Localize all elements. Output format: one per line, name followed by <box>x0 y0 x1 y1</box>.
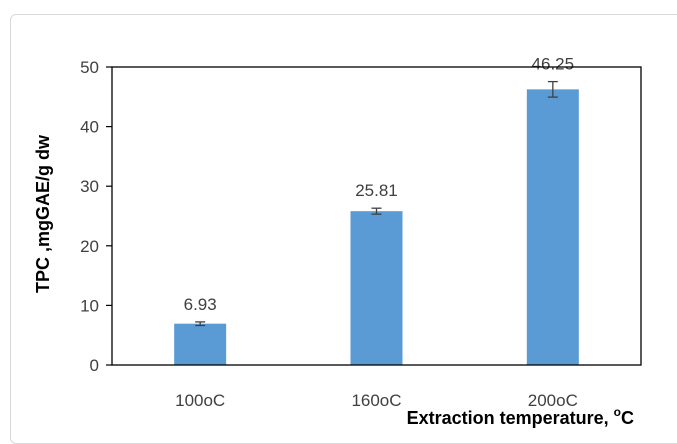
bar-chart: 6.93 25.81 46.25 0 10 20 30 40 50 100oC 160oC 200… <box>33 55 642 428</box>
y-tick-label: 0 <box>90 356 99 375</box>
x-axis-title: Extraction temperature, oC <box>407 405 634 428</box>
bar <box>350 211 403 365</box>
data-label: 46.25 <box>532 55 575 74</box>
y-tick-label: 40 <box>80 118 99 137</box>
x-category-label: 100oC <box>175 391 225 410</box>
error-bars-layer <box>195 80 558 327</box>
plot-area <box>111 66 642 366</box>
x-axis-title-superscript: o <box>614 405 621 419</box>
x-axis-title-unit: C <box>621 408 634 428</box>
x-category-label: 200oC <box>528 391 578 410</box>
y-tick-label: 10 <box>80 296 99 315</box>
bars-layer <box>174 89 579 365</box>
y-tick-label: 20 <box>80 237 99 256</box>
x-axis-title-main: Extraction temperature, <box>407 408 614 428</box>
bar <box>174 323 227 365</box>
y-axis-ticks: 0 10 20 30 40 50 <box>80 58 112 375</box>
bar <box>526 89 579 365</box>
data-label: 6.93 <box>184 295 217 314</box>
data-labels-layer: 6.93 25.81 46.25 <box>184 55 574 314</box>
x-category-label: 160oC <box>351 391 401 410</box>
x-axis-categories: 100oC 160oC 200oC <box>175 391 578 410</box>
y-axis-title: TPC ,mgGAE/g dw <box>33 134 53 293</box>
y-tick-label: 50 <box>80 58 99 77</box>
y-tick-label: 30 <box>80 177 99 196</box>
data-label: 25.81 <box>355 181 398 200</box>
